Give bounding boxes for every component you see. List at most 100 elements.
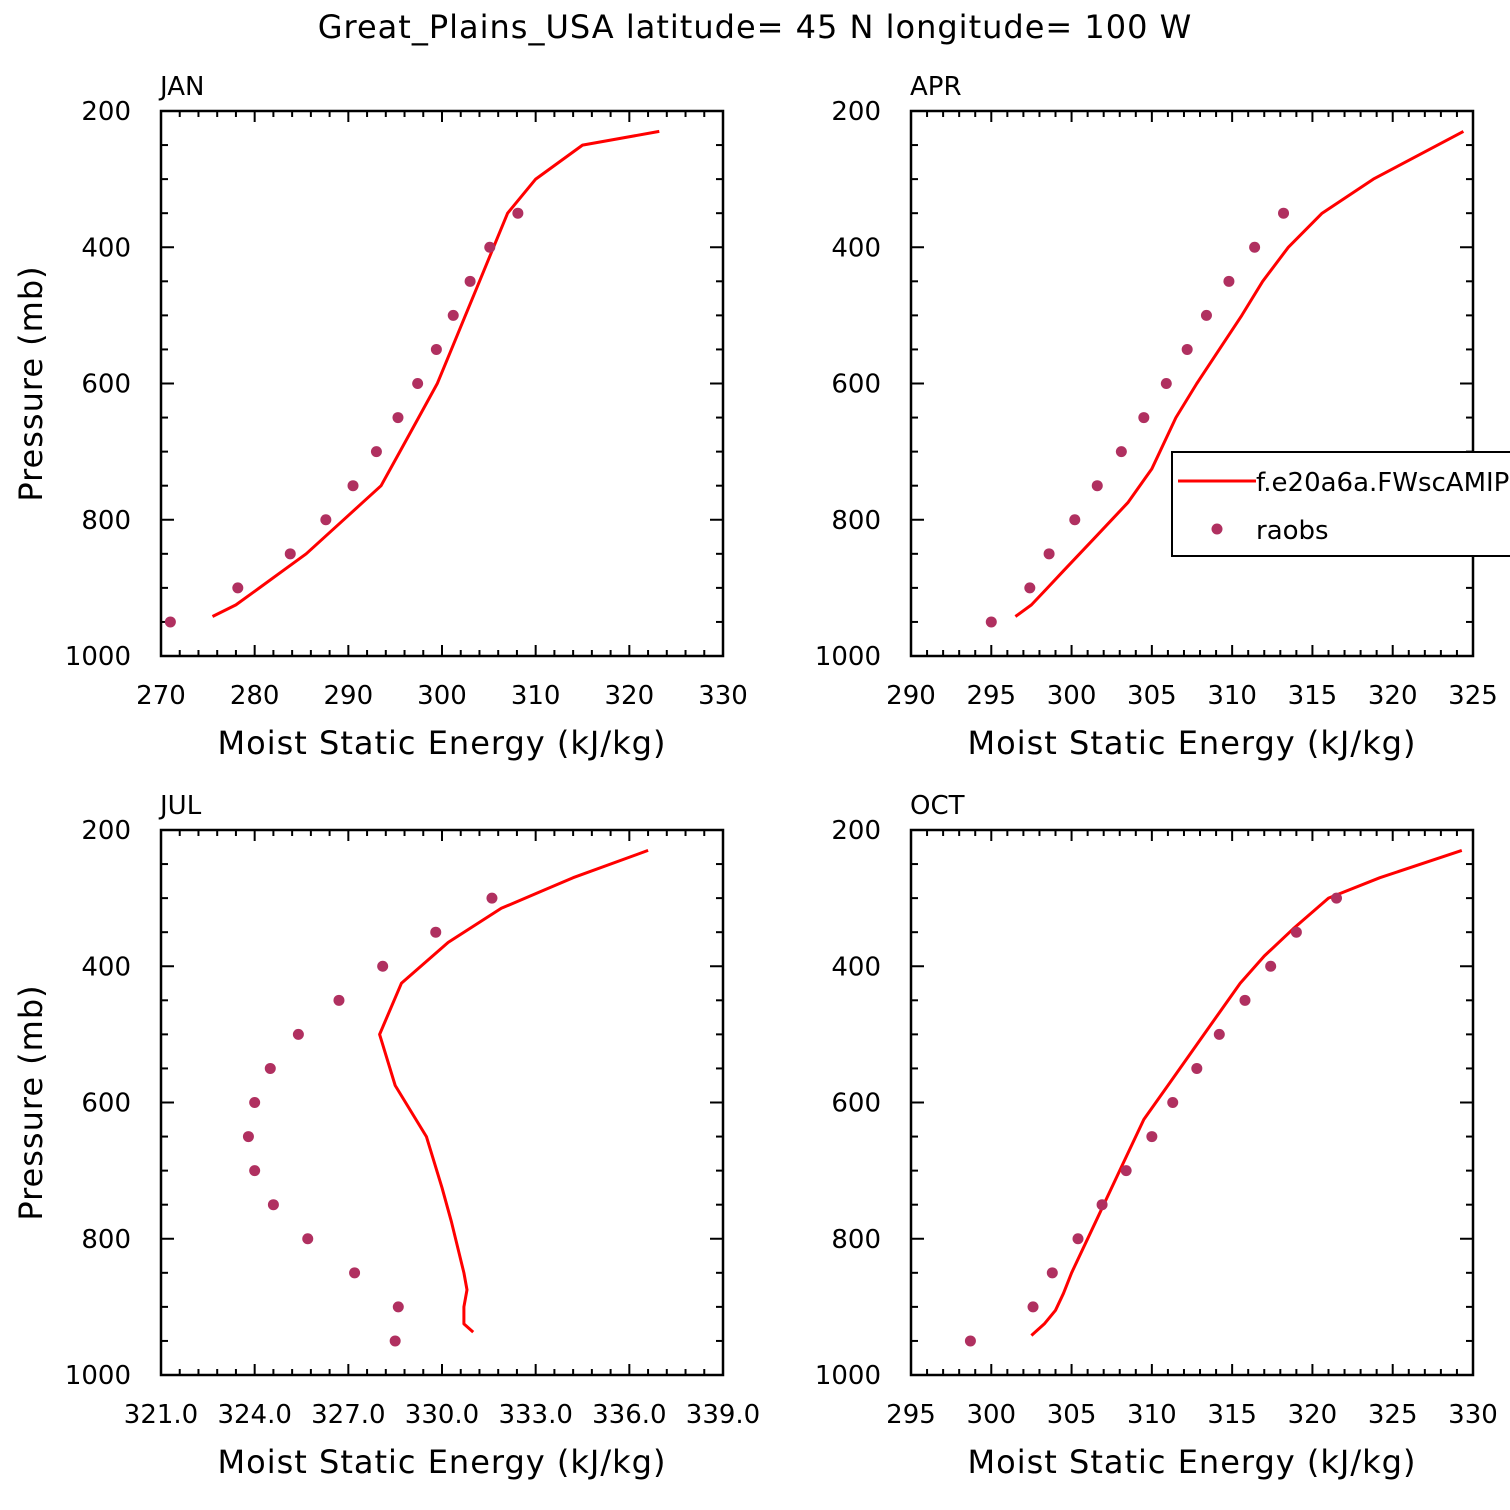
y-tick-label: 600 (81, 370, 131, 400)
panel-jan: 270 280 290 300 310 320 330 1000 800 600 400 200 JAN… (12, 72, 748, 762)
x-tick-label: 325 (1368, 1400, 1418, 1430)
x-tick-label: 325 (1448, 681, 1498, 711)
raobs-point (484, 241, 496, 253)
x-tick-label: 305 (1047, 1400, 1097, 1430)
panel-label: JUL (158, 791, 202, 821)
x-tick-label: 315 (1207, 1400, 1257, 1430)
x-tick-label: 330.0 (405, 1400, 479, 1430)
x-tick-label: 315 (1288, 681, 1338, 711)
x-tick-label: 320 (605, 681, 655, 711)
x-tick-label: 320 (1368, 681, 1418, 711)
raobs-point (347, 480, 359, 492)
model-line (1014, 130, 1465, 618)
y-tick-label: 600 (81, 1089, 131, 1119)
raobs-point (164, 616, 176, 628)
x-tick-label: 300 (966, 1400, 1016, 1430)
x-tick-label: 295 (886, 1400, 936, 1430)
raobs-point (1181, 343, 1193, 355)
x-tick-label: 330 (1448, 1400, 1498, 1430)
raobs-point (1249, 241, 1261, 253)
raobs-point (1290, 926, 1302, 938)
x-tick-label: 327.0 (311, 1400, 385, 1430)
y-tick-label: 200 (81, 816, 131, 846)
x-tick-label: 330 (698, 681, 748, 711)
raobs-point (1146, 1131, 1158, 1143)
x-tick-label: 310 (1207, 681, 1257, 711)
raobs-point (430, 926, 442, 938)
raobs-point (389, 1335, 401, 1347)
raobs-point (412, 378, 424, 389)
y-tick-label: 1000 (65, 642, 131, 672)
raobs-point (964, 1335, 976, 1347)
raobs-point (430, 343, 442, 355)
legend-point-swatch (1211, 523, 1223, 535)
x-tick-label: 300 (417, 681, 467, 711)
y-tick-label: 400 (81, 952, 131, 982)
panel-jul: 321.0 324.0 327.0 330.0 333.0 336.0 339.0 1000 8… (12, 791, 760, 1481)
y-tick-label: 1000 (815, 1361, 881, 1391)
x-tick-label: 320 (1288, 1400, 1338, 1430)
y-tick-label: 600 (831, 370, 881, 400)
x-tick-label: 310 (1127, 1400, 1177, 1430)
x-tick-label: 270 (136, 681, 186, 711)
raobs-point (242, 1131, 254, 1143)
y-axis-label: Pressure (mb) (12, 984, 50, 1220)
x-tick-label: 290 (324, 681, 374, 711)
raobs-point (392, 412, 404, 424)
plot-data (242, 848, 649, 1347)
y-tick-label: 1000 (815, 642, 881, 672)
x-axis-label: Moist Static Energy (kJ/kg) (968, 1443, 1417, 1481)
raobs-point (292, 1028, 304, 1040)
panel-label: OCT (910, 791, 965, 821)
raobs-point (1091, 480, 1103, 492)
raobs-point (370, 446, 382, 458)
raobs-point (447, 309, 459, 321)
raobs-point (1265, 960, 1277, 972)
panel-label: JAN (158, 72, 204, 102)
raobs-point (377, 960, 389, 972)
raobs-point (333, 994, 345, 1006)
raobs-point (1027, 1301, 1039, 1313)
legend-box (1171, 451, 1510, 557)
plot-frame (909, 828, 1475, 1377)
y-tick-label: 400 (81, 233, 131, 263)
y-tick-label: 400 (831, 233, 881, 263)
raobs-point (284, 548, 296, 560)
y-tick-label: 800 (81, 1225, 131, 1255)
x-tick-label: 333.0 (498, 1400, 572, 1430)
legend: f.e20a6a.FWscAMIP raobs (1171, 451, 1510, 557)
raobs-point (1239, 994, 1251, 1006)
raobs-point (1120, 1165, 1132, 1177)
x-tick-label: 324.0 (217, 1400, 291, 1430)
raobs-point (302, 1233, 314, 1245)
raobs-point (267, 1199, 279, 1211)
plot-frame (909, 109, 1475, 658)
model-line (211, 129, 660, 618)
raobs-point (392, 1301, 404, 1313)
x-axis-label: Moist Static Energy (kJ/kg) (218, 724, 667, 762)
y-tick-label: 800 (831, 1225, 881, 1255)
x-axis-label: Moist Static Energy (kJ/kg) (218, 1443, 667, 1481)
model-line (378, 848, 649, 1334)
raobs-point (249, 1165, 261, 1177)
raobs-point (249, 1097, 261, 1108)
raobs-point (1046, 1267, 1058, 1279)
x-tick-label: 280 (230, 681, 280, 711)
raobs-point (1096, 1199, 1108, 1211)
raobs-point (1331, 892, 1343, 904)
plot-frame (159, 109, 725, 658)
legend-label: raobs (1256, 516, 1329, 546)
raobs-point (1024, 582, 1036, 594)
x-tick-label: 290 (886, 681, 936, 711)
y-tick-label: 200 (81, 97, 131, 127)
x-tick-label: 321.0 (124, 1400, 198, 1430)
x-tick-label: 300 (1047, 681, 1097, 711)
legend-label: f.e20a6a.FWscAMIP (1256, 468, 1509, 498)
y-axis-label: Pressure (mb) (12, 265, 50, 501)
raobs-point (1213, 1028, 1225, 1040)
x-tick-label: 339.0 (686, 1400, 760, 1430)
raobs-point (320, 514, 332, 526)
model-line (1030, 848, 1463, 1337)
raobs-point (1200, 309, 1212, 321)
raobs-point (1160, 378, 1172, 389)
